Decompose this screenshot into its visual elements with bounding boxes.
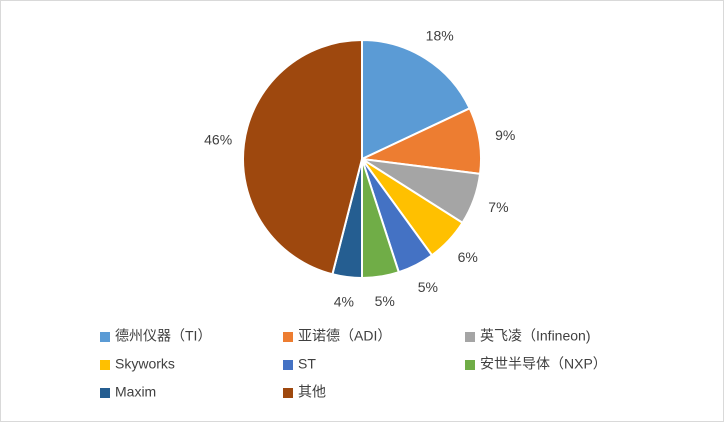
pie-slice (242, 38, 363, 276)
data-label: 46% (204, 132, 232, 148)
legend-label: ST (298, 356, 316, 372)
legend-swatch (283, 388, 293, 398)
data-label: 7% (488, 199, 508, 215)
legend-label: 亚诺德（ADI） (298, 328, 391, 344)
legend-label: 英飞凌（Infineon) (480, 328, 590, 344)
legend-label: 德州仪器（TI） (115, 328, 211, 344)
legend-swatch (283, 360, 293, 370)
legend-swatch (465, 332, 475, 342)
legend-label: Maxim (115, 384, 156, 400)
data-label: 5% (418, 279, 438, 295)
legend-swatch (100, 388, 110, 398)
data-label: 18% (426, 27, 454, 43)
data-label: 4% (334, 294, 354, 310)
legend-label: 安世半导体（NXP） (480, 356, 607, 372)
legend-swatch (283, 332, 293, 342)
legend-swatch (465, 360, 475, 370)
legend-label: 其他 (298, 384, 326, 400)
data-label: 6% (458, 249, 478, 265)
data-label: 9% (495, 127, 515, 143)
legend-label: Skyworks (115, 356, 175, 372)
legend-swatch (100, 332, 110, 342)
pie-slice (361, 38, 472, 161)
data-label: 5% (375, 293, 395, 309)
legend-swatch (100, 360, 110, 370)
